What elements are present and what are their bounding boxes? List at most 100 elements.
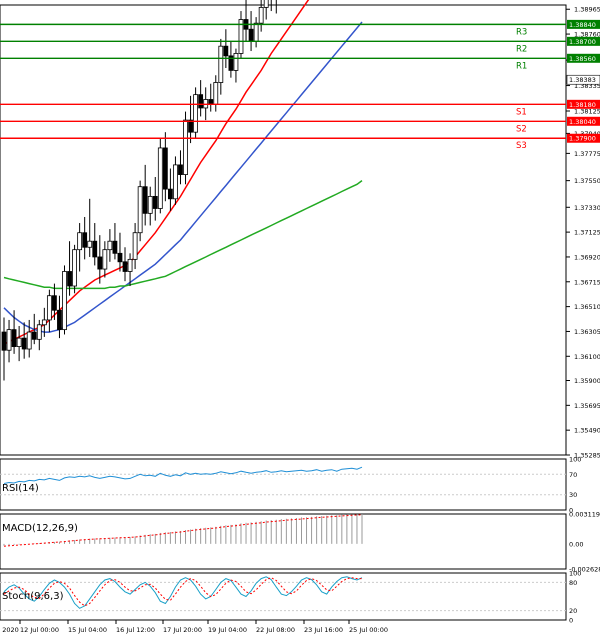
level-price-tag (567, 19, 600, 29)
stoch-y-tick-label: 20 (569, 607, 577, 615)
candle-body (102, 249, 108, 270)
price-y-tick-label: 1.36715 (574, 278, 600, 286)
level-price-tag (567, 99, 600, 109)
x-tick-label: 23 Jul 16:00 (304, 626, 343, 634)
candle-body (92, 240, 98, 258)
candle-body (178, 164, 183, 175)
candle-body (72, 249, 77, 287)
candle-body (46, 295, 52, 321)
candle-body (147, 195, 153, 214)
level-price-label: 1.38040 (569, 118, 596, 126)
price-y-tick-label: 1.36305 (574, 328, 600, 336)
level-price-label: 1.38840 (569, 21, 596, 29)
candle-body (6, 329, 12, 351)
price-y-tick-label: 1.37550 (574, 177, 600, 185)
price-y-tick-label: 1.38125 (574, 107, 600, 115)
candle-body (258, 7, 264, 24)
candle-body (57, 309, 62, 331)
x-tick-label: 15 Jul 04:00 (68, 626, 107, 634)
candle-body (107, 240, 113, 251)
rsi-y-tick-label: 30 (569, 491, 577, 499)
candle-body (21, 337, 27, 350)
rsi-y-tick-label: 70 (569, 471, 577, 479)
candle-body (77, 232, 83, 251)
level-price-label: 1.37900 (569, 135, 596, 143)
price-panel: 1.389651.387601.385451.383351.381251.379… (0, 0, 600, 460)
candle-body (26, 331, 32, 350)
candle-body (1, 331, 7, 351)
level-name-s3: S3 (516, 141, 527, 151)
level-price-label: 1.38560 (569, 55, 596, 63)
x-tick-label: 17 Jul 20:00 (163, 626, 202, 634)
price-y-tick-label: 1.37775 (574, 150, 600, 158)
candle-body (132, 232, 138, 260)
level-price-label: 1.38180 (569, 101, 596, 109)
level-price-tag (567, 53, 600, 63)
candle-body (62, 271, 67, 331)
candle-body (127, 258, 133, 272)
rsi-y-tick-label: 100 (569, 456, 581, 464)
candle-body (16, 337, 22, 347)
candle-body (162, 147, 168, 190)
candle-body (11, 329, 17, 347)
stoch-plot-frame (0, 572, 567, 621)
price-y-tick-label: 1.36100 (574, 353, 600, 361)
macd-panel: 0.003119 0.00 -0.002628 MACD(12,26,9) (0, 511, 600, 574)
x-tick-label: 12 Jul 00:00 (20, 626, 59, 634)
candle-body (208, 99, 214, 105)
candle-body (188, 119, 193, 133)
rsi-panel: 100 70 30 0 RSI(14) (0, 456, 581, 515)
level-name-s1: S1 (516, 107, 527, 117)
price-y-tick-label: 1.36920 (574, 253, 600, 261)
candle-body (218, 45, 224, 83)
macd-y-tick-label: -0.002628 (569, 566, 600, 574)
level-price-label: 1.38700 (569, 38, 596, 46)
level-name-r1: R1 (516, 61, 527, 71)
price-y-tick-label: 1.37330 (574, 204, 600, 212)
x-tick-label: 19 Jul 04:00 (208, 626, 247, 634)
level-price-tag (567, 116, 600, 126)
candle-body (117, 252, 123, 263)
candle-body (213, 82, 219, 105)
stoch-main-line (3, 576, 363, 609)
level-name-r3: R3 (516, 27, 527, 37)
stoch-signal-line (3, 577, 362, 607)
candle-body (253, 22, 259, 42)
candle-body (248, 28, 254, 42)
candle-body (31, 331, 37, 340)
candle-body (87, 240, 93, 248)
candle-body (52, 295, 57, 311)
stoch-y-tick-label: 0 (569, 617, 573, 625)
price-y-tick-label: 1.35695 (574, 402, 600, 410)
level-name-s2: S2 (516, 124, 527, 134)
x-tick-label: 16 Jul 12:00 (116, 626, 155, 634)
price-y-tick-label: 1.35285 (574, 452, 600, 460)
candle-body (152, 195, 158, 209)
macd-y-tick-label: 0.00 (569, 540, 583, 548)
candle-body (233, 53, 239, 71)
candle-body (167, 188, 173, 200)
price-y-tick-label: 1.38965 (574, 6, 600, 14)
macd-label: MACD(12,26,9) (2, 523, 78, 534)
rsi-y-tick-label: 0 (569, 507, 573, 515)
candle-body (198, 94, 204, 109)
price-y-tick-label: 1.38335 (574, 82, 600, 90)
last-price-label: 1.38383 (569, 76, 596, 84)
candle-body (137, 186, 143, 234)
candle-body (112, 240, 118, 254)
stoch-label: Stoch(9,6,3) (2, 591, 64, 602)
candle-body (193, 94, 199, 133)
candle-body (157, 147, 163, 209)
level-name-r2: R2 (516, 44, 527, 54)
stoch-y-tick-label: 80 (569, 579, 577, 587)
candle-body (97, 256, 103, 270)
candle-body (238, 19, 244, 54)
rsi-label: RSI(14) (2, 483, 39, 494)
candle-body (67, 271, 72, 287)
candle-body (142, 186, 148, 214)
price-y-tick-label: 1.35900 (574, 377, 600, 385)
candle-body (228, 55, 234, 71)
x-tick-label: 11 Jul 2020 (0, 626, 19, 634)
